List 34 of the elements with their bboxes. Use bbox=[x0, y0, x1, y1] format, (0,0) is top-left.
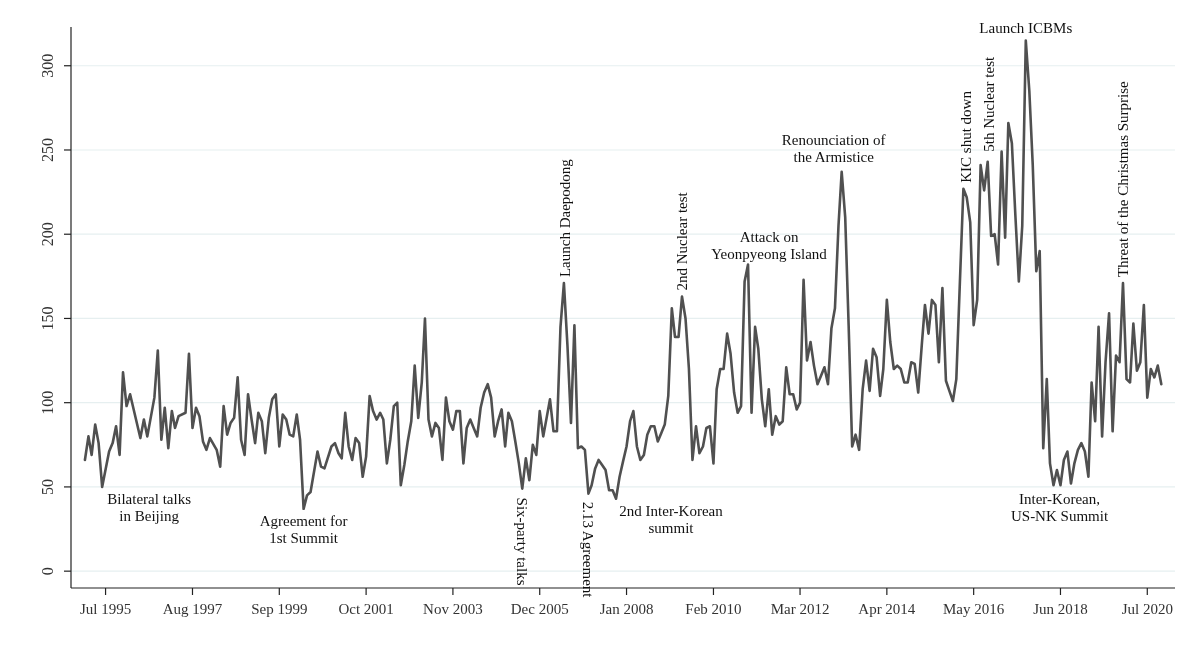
x-tick-label: Apr 2014 bbox=[858, 601, 916, 617]
annotation: Inter-Korean, US-NK Summit bbox=[1010, 491, 1109, 525]
y-tick-label: 100 bbox=[39, 390, 56, 415]
y-tick-label: 150 bbox=[39, 306, 56, 331]
x-tick-label: Jul 1995 bbox=[79, 601, 132, 617]
x-tick-label: Aug 1997 bbox=[162, 601, 223, 617]
annotation: Launch Daepodong bbox=[556, 158, 573, 278]
annotation: Six-party talks bbox=[514, 497, 531, 586]
x-tick-label: Oct 2001 bbox=[338, 601, 394, 617]
x-tick-label: Dec 2005 bbox=[510, 601, 569, 617]
annotation: Renounciation of the Armistice bbox=[781, 131, 886, 165]
annotation: Threat of the Christmas Surprise bbox=[1114, 80, 1131, 278]
annotation: Attack on Yeonpyeong Island bbox=[711, 228, 828, 262]
annotation: 5th Nuclear test bbox=[980, 55, 997, 152]
x-tick-label: Nov 2003 bbox=[423, 601, 483, 617]
annotation: 2nd Inter-Korean summit bbox=[619, 502, 724, 536]
annotation: 2nd Nuclear test bbox=[673, 191, 690, 291]
annotation: Launch ICBMs bbox=[979, 20, 1073, 37]
y-tick-label: 200 bbox=[39, 222, 56, 247]
annotation: 2.13 Agreement bbox=[580, 501, 597, 599]
annotation: KIC shut down bbox=[958, 90, 975, 183]
y-tick-label: 250 bbox=[39, 137, 56, 162]
x-tick-label: Jul 2020 bbox=[1121, 601, 1173, 617]
x-tick-label: Jan 2008 bbox=[599, 601, 654, 617]
x-tick-label: May 2016 bbox=[943, 601, 1005, 617]
x-tick-label: Mar 2012 bbox=[770, 601, 830, 617]
annotation: Agreement for 1st Summit bbox=[259, 512, 348, 546]
x-tick-label: Feb 2010 bbox=[685, 601, 742, 617]
annotation: Bilateral talks in Beijing bbox=[107, 490, 192, 524]
x-tick-label: Sep 1999 bbox=[251, 601, 308, 617]
y-tick-label: 50 bbox=[39, 478, 56, 495]
y-tick-label: 300 bbox=[39, 53, 56, 78]
y-tick-label: 0 bbox=[39, 567, 56, 576]
x-tick-label: Jun 2018 bbox=[1033, 601, 1088, 617]
